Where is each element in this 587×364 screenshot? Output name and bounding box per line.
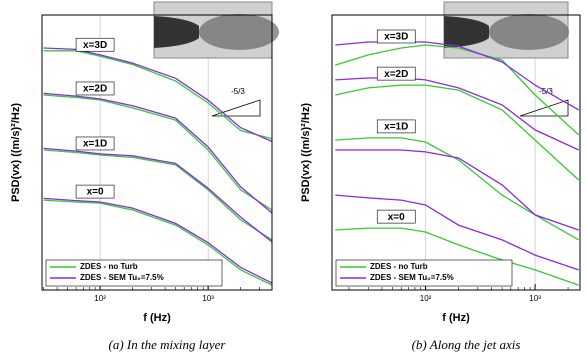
slope-triangle <box>211 99 261 117</box>
curve <box>43 50 273 140</box>
curve <box>335 41 580 111</box>
jet-plume <box>199 14 279 50</box>
nozzle <box>154 16 199 48</box>
legend-label: ZDES - no Turb <box>80 262 138 271</box>
station-box <box>75 184 115 199</box>
slope-triangle <box>519 99 569 117</box>
legend-label: ZDES - no Turb <box>370 262 428 271</box>
plot-frame <box>331 14 581 291</box>
curve <box>43 149 273 241</box>
station-label: x=2D <box>83 84 107 95</box>
curve <box>43 197 273 284</box>
curve <box>335 137 580 241</box>
panel: 10² 10³ -5/3 x=3D x=2D x=1D x=0 ZDES - no Turb Z… <box>10 1 279 352</box>
station-box <box>75 37 115 52</box>
x-tick-label: 10³ <box>529 294 541 303</box>
x-axis-label: f (Hz) <box>143 312 171 324</box>
station-box <box>376 66 416 81</box>
curve <box>335 194 579 271</box>
jet-plume <box>489 14 569 50</box>
station-label: x=3D <box>83 40 107 51</box>
station-label: x=0 <box>388 212 405 223</box>
curve <box>335 149 579 231</box>
curve <box>335 84 580 181</box>
curve <box>43 94 273 211</box>
nozzle <box>444 16 489 48</box>
slope-label: -5/3 <box>231 87 245 96</box>
caption: (b) Along the jet axis <box>412 337 521 352</box>
x-tick-label: 10² <box>94 294 106 303</box>
legend-label: ZDES - SEM Tu₀=7.5% <box>370 273 454 282</box>
curve <box>335 77 579 151</box>
x-tick-label: 10³ <box>202 294 214 303</box>
caption: (a) In the mixing layer <box>109 337 227 352</box>
station-label: x=1D <box>83 139 107 150</box>
station-box <box>75 81 115 96</box>
station-label: x=2D <box>384 69 408 80</box>
y-axis-label: PSD(vx) ((m/s)²/Hz) <box>10 103 22 202</box>
curve <box>43 147 273 243</box>
legend-label: ZDES - SEM Tu₀=7.5% <box>80 273 164 282</box>
station-box <box>75 136 115 151</box>
x-axis-label: f (Hz) <box>442 312 470 324</box>
station-label: x=1D <box>384 122 408 133</box>
station-label: x=0 <box>87 187 104 198</box>
legend <box>45 259 223 287</box>
curve <box>43 92 273 214</box>
station-box <box>376 119 416 134</box>
x-tick-label: 10² <box>420 294 432 303</box>
plot-frame <box>41 14 273 291</box>
curve <box>43 199 273 286</box>
station-box <box>376 209 416 224</box>
legend <box>335 259 513 287</box>
y-axis-label: PSD(vx) ((m/s)²/Hz) <box>300 103 312 202</box>
station-label: x=3D <box>384 32 408 43</box>
curve <box>335 44 580 136</box>
curve <box>335 227 579 286</box>
station-box <box>376 29 416 44</box>
